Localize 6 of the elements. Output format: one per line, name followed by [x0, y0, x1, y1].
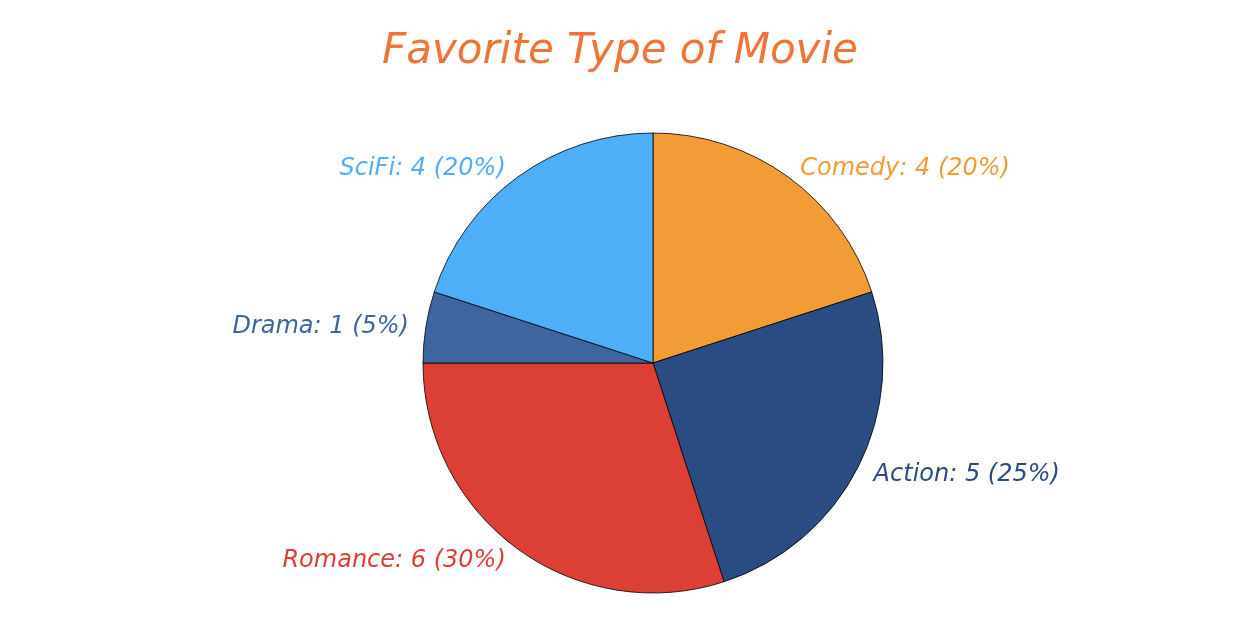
- slice-label: Romance: 6 (30%): [282, 544, 506, 573]
- slice-label: SciFi: 4 (20%): [339, 153, 506, 182]
- slice-label: Drama: 1 (5%): [232, 311, 409, 340]
- chart-title: Favorite Type of Movie: [382, 23, 858, 73]
- slice-label: Comedy: 4 (20%): [800, 153, 1010, 182]
- slice-label: Action: 5 (25%): [871, 458, 1060, 487]
